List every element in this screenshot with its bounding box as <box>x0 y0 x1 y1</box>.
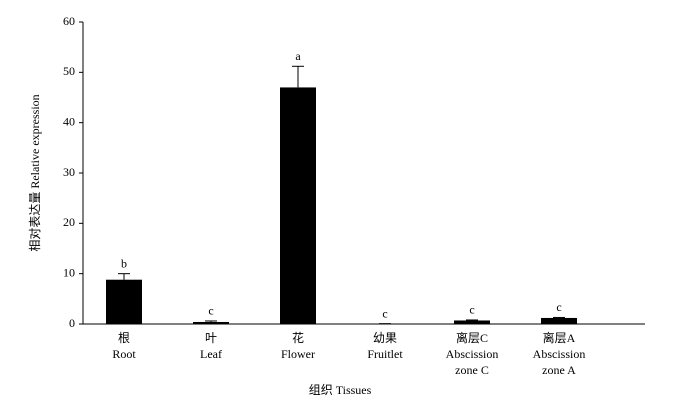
x-tick-label: Root <box>112 347 136 361</box>
bar <box>280 87 316 324</box>
x-tick-label: 幼果 <box>373 331 397 345</box>
y-tick-label: 0 <box>69 316 75 330</box>
y-tick-label: 60 <box>63 14 75 28</box>
significance-letter: c <box>382 306 387 320</box>
significance-letter: c <box>469 303 474 317</box>
x-tick-label: Flower <box>281 347 315 361</box>
bar <box>106 279 142 324</box>
significance-letter: c <box>208 304 213 318</box>
y-tick-label: 10 <box>63 265 75 279</box>
x-tick-label: Abscission <box>533 347 586 361</box>
y-axis-label: 相对表达量 Relative expression <box>28 94 42 251</box>
bar <box>193 321 229 324</box>
bar <box>454 320 490 324</box>
y-tick-label: 50 <box>63 64 75 78</box>
x-tick-label: 花 <box>292 330 304 345</box>
y-tick-label: 20 <box>63 215 75 229</box>
y-tick-label: 40 <box>63 114 75 128</box>
x-tick-label: 离层C <box>456 330 488 345</box>
x-tick-label: 根 <box>118 331 130 345</box>
x-tick-label: zone C <box>455 363 489 377</box>
x-tick-label: zone A <box>542 363 576 377</box>
x-tick-label: 叶 <box>205 331 217 345</box>
x-tick-label: Fruitlet <box>367 347 403 361</box>
x-axis-label: 组织 Tissues <box>309 383 372 397</box>
x-tick-label: Leaf <box>200 347 222 361</box>
significance-letter: b <box>121 256 127 270</box>
x-tick-label: Abscission <box>446 347 499 361</box>
significance-letter: a <box>295 49 301 63</box>
x-tick-label: 离层A <box>543 330 576 345</box>
y-tick-label: 30 <box>63 165 75 179</box>
bar <box>541 317 577 324</box>
significance-letter: c <box>556 300 561 314</box>
